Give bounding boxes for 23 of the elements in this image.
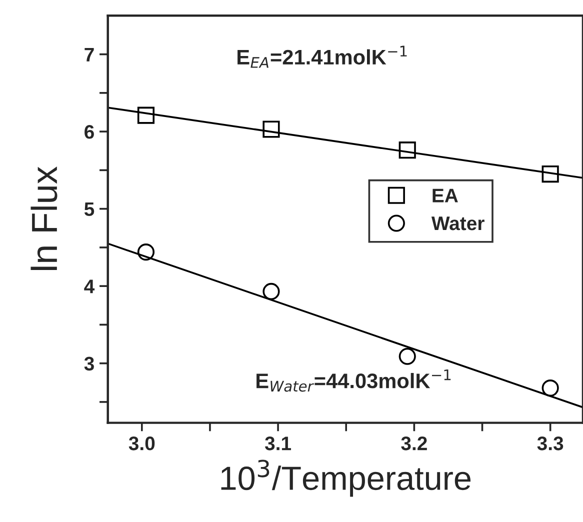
- point: [262, 120, 280, 138]
- legend-label: Water: [431, 216, 484, 230]
- x-axis-title: 10$^{3}$/Temperature: [221, 460, 471, 497]
- annotation: E$_{EA}$=21.41molK$^{−1}$: [238, 46, 407, 68]
- y-tick-label: 5: [84, 202, 94, 216]
- point: [542, 166, 559, 183]
- y-tick-label: 7: [84, 48, 94, 62]
- legend-label: EA: [432, 188, 458, 202]
- x-tick-label: 3.1: [264, 436, 292, 450]
- annotation: E$_{Water}$=44.03molK$^{−1}$: [256, 369, 451, 392]
- x-tick-label: 3.0: [128, 436, 155, 450]
- point: [262, 282, 280, 300]
- point: [398, 142, 416, 159]
- y-axis-title: ln Flux: [30, 166, 58, 270]
- x-tick-label: 3.2: [401, 436, 427, 450]
- point: [137, 244, 155, 261]
- y-tick-label: 6: [84, 125, 94, 139]
- point: [398, 348, 416, 365]
- point: [542, 380, 559, 397]
- y-tick-label: 4: [84, 280, 95, 294]
- x-tick-label: 3.3: [537, 436, 564, 450]
- y-tick-label: 3: [84, 356, 94, 371]
- point: [137, 106, 155, 124]
